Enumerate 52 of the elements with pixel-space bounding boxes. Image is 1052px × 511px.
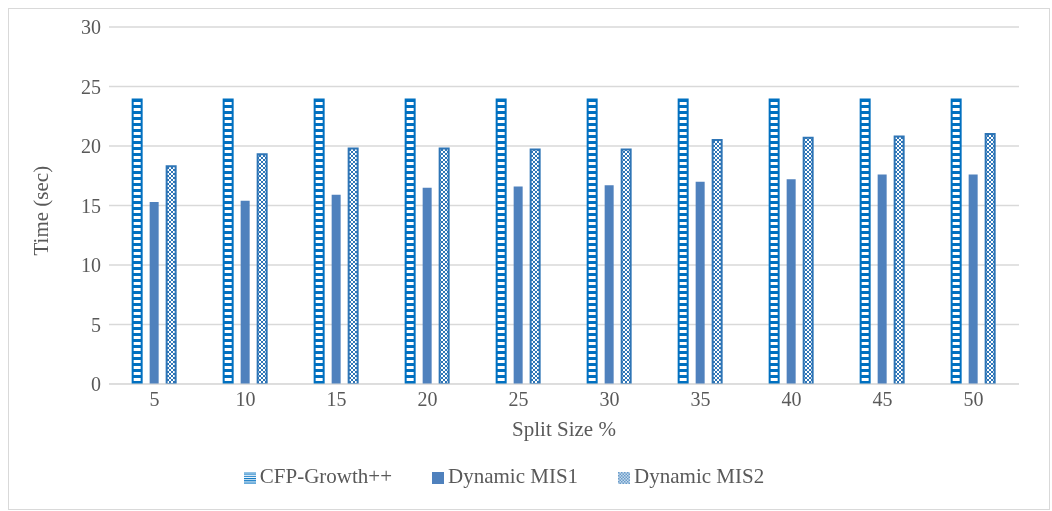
bar xyxy=(222,98,234,384)
bar xyxy=(240,200,250,384)
x-tick-label: 40 xyxy=(781,388,802,411)
bar xyxy=(893,135,905,384)
bar xyxy=(968,174,978,384)
bar xyxy=(604,185,614,384)
bar xyxy=(802,136,814,384)
bar xyxy=(620,148,632,384)
x-tick-label: 5 xyxy=(149,388,160,411)
bar xyxy=(131,98,143,384)
bar xyxy=(422,187,432,384)
legend-label: Dynamic MIS1 xyxy=(448,464,579,488)
legend-label: CFP-Growth++ xyxy=(259,464,393,488)
bar xyxy=(347,147,359,384)
bar xyxy=(984,133,996,384)
x-tick-label: 35 xyxy=(690,388,711,411)
bar xyxy=(165,165,177,384)
x-tick-label: 25 xyxy=(508,388,529,411)
bar xyxy=(768,98,780,384)
x-tick-label: 45 xyxy=(872,388,893,411)
y-tick-label: 15 xyxy=(81,194,101,217)
bar xyxy=(404,98,416,384)
bar xyxy=(149,201,159,384)
bar xyxy=(438,147,450,384)
bar xyxy=(711,139,723,384)
bar xyxy=(677,98,689,384)
bar xyxy=(513,186,523,384)
bar xyxy=(695,181,705,384)
bar xyxy=(313,98,325,384)
x-tick-label: 50 xyxy=(963,388,984,411)
y-tick-label: 5 xyxy=(91,313,101,336)
bar xyxy=(331,194,341,384)
bar xyxy=(529,148,541,384)
legend-label: Dynamic MIS2 xyxy=(634,464,765,488)
bar xyxy=(877,174,887,384)
x-tick-label: 15 xyxy=(326,388,347,411)
x-tick-label: 20 xyxy=(417,388,438,411)
y-tick-label: 20 xyxy=(81,135,101,158)
y-tick-label: 0 xyxy=(91,373,101,396)
x-tick-label: 10 xyxy=(235,388,256,411)
y-tick-label: 25 xyxy=(81,75,101,98)
bar xyxy=(859,98,871,384)
x-tick-label: 30 xyxy=(599,388,620,411)
bar xyxy=(256,153,268,384)
y-axis-title: Time (sec) xyxy=(29,165,54,256)
bar xyxy=(586,98,598,384)
x-axis-title: Split Size % xyxy=(512,417,616,441)
bar xyxy=(495,98,507,384)
y-tick-label: 30 xyxy=(81,16,101,39)
y-tick-label: 10 xyxy=(81,254,101,277)
bar xyxy=(786,179,796,384)
bar xyxy=(950,98,962,384)
